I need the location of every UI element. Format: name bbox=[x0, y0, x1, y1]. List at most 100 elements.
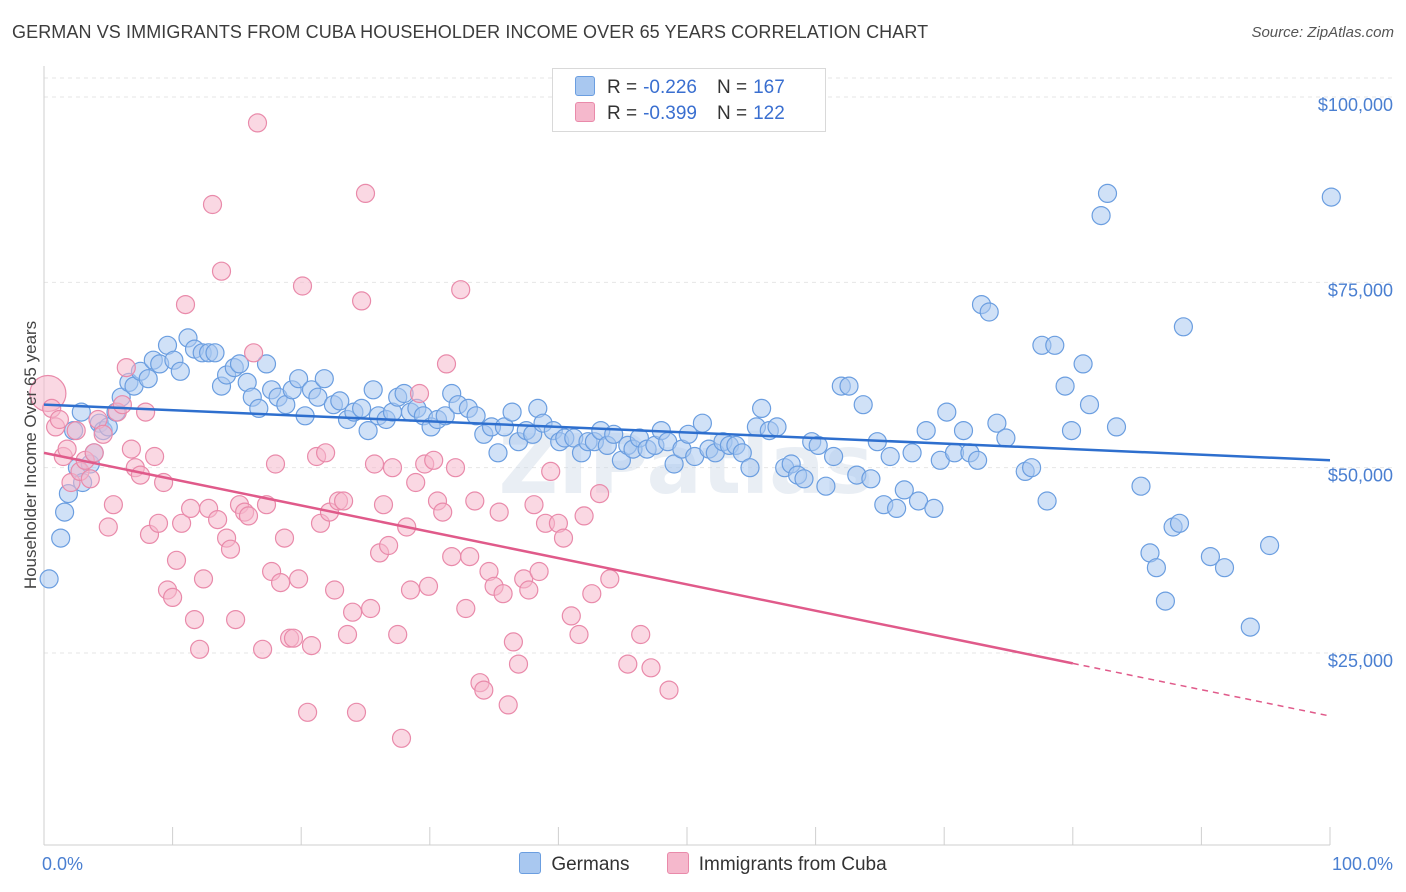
cuba-point bbox=[148, 513, 169, 533]
legend-n-label: N = bbox=[716, 103, 748, 124]
cuba-point bbox=[265, 454, 286, 474]
cuba-point bbox=[406, 472, 426, 493]
legend-r-value: -0.226 bbox=[643, 77, 697, 98]
y-tick-label: $25,000 bbox=[1328, 651, 1393, 671]
germans-point bbox=[1055, 376, 1075, 396]
cuba-point bbox=[433, 502, 453, 522]
germans-point bbox=[924, 498, 944, 518]
cuba-point bbox=[436, 354, 457, 374]
germans-point bbox=[308, 387, 328, 407]
cuba-point bbox=[193, 569, 214, 589]
cuba-point bbox=[355, 183, 376, 203]
germans-point bbox=[886, 498, 907, 518]
germans-point bbox=[330, 391, 350, 411]
germans-point bbox=[1131, 476, 1151, 496]
cuba-point bbox=[238, 506, 259, 526]
cuba-point bbox=[418, 576, 439, 596]
germans-swatch bbox=[575, 76, 595, 96]
cuba-point bbox=[175, 295, 196, 315]
cuba-point bbox=[659, 680, 679, 700]
cuba-point bbox=[508, 654, 529, 674]
cuba-trend-line bbox=[43, 451, 1074, 665]
cuba-point bbox=[409, 383, 430, 404]
legend-row-germans: R = -0.226 N = 167 bbox=[575, 76, 785, 102]
germans-point bbox=[902, 443, 922, 463]
cuba-point bbox=[49, 409, 70, 430]
cuba-point bbox=[283, 628, 304, 648]
cuba-point bbox=[325, 580, 345, 600]
germans-point bbox=[1214, 558, 1235, 578]
germans-point bbox=[1045, 335, 1065, 355]
germans-point bbox=[1021, 458, 1042, 478]
germans-point bbox=[1240, 617, 1260, 637]
germans-point bbox=[289, 369, 309, 389]
cuba-point bbox=[561, 606, 581, 626]
germans-point bbox=[1106, 417, 1127, 437]
cuba-point bbox=[379, 535, 399, 556]
germans-point bbox=[138, 369, 158, 389]
germans-point bbox=[908, 491, 929, 511]
cuba-point bbox=[445, 458, 466, 478]
cuba-point bbox=[641, 658, 661, 678]
cuba-point bbox=[289, 569, 309, 589]
germans-point bbox=[435, 406, 455, 426]
germans-point bbox=[229, 354, 250, 374]
germans-point bbox=[1173, 317, 1194, 337]
axes bbox=[43, 66, 1331, 846]
legend-r-value: -0.399 bbox=[643, 103, 697, 124]
cuba-point bbox=[503, 632, 524, 652]
cuba-point bbox=[181, 498, 201, 518]
cuba-point bbox=[382, 458, 403, 478]
germans-point bbox=[751, 398, 772, 418]
germans-point bbox=[1073, 354, 1093, 374]
cuba-point bbox=[529, 561, 549, 582]
cuba-point bbox=[493, 584, 513, 604]
x-tick-label: 100.0% bbox=[1332, 854, 1393, 874]
germans-point bbox=[256, 354, 277, 374]
cuba-point bbox=[553, 528, 574, 548]
germans-point bbox=[692, 413, 713, 433]
cuba-point bbox=[352, 291, 372, 311]
cuba-point bbox=[574, 506, 594, 526]
cuba-trend-extension bbox=[1072, 662, 1331, 717]
cuba-point bbox=[334, 491, 354, 511]
cuba-point bbox=[474, 680, 494, 700]
germans-point bbox=[1155, 591, 1176, 611]
germans-point bbox=[363, 380, 383, 400]
germans-point bbox=[1169, 513, 1190, 533]
cuba-point bbox=[346, 702, 367, 722]
cuba-point bbox=[172, 513, 192, 533]
cuba-point bbox=[361, 598, 381, 619]
germans-point bbox=[979, 302, 999, 322]
legend-r-label: R = bbox=[607, 77, 638, 98]
germans-point bbox=[664, 454, 684, 474]
cuba-point bbox=[121, 439, 141, 459]
germans-point bbox=[767, 417, 787, 437]
cuba-point bbox=[373, 495, 394, 515]
legend-n-value: 167 bbox=[753, 77, 785, 98]
germans-point bbox=[816, 476, 836, 496]
y-tick-label: $50,000 bbox=[1328, 466, 1393, 486]
germans-legend-label: Germans bbox=[551, 854, 630, 875]
cuba-point bbox=[184, 609, 205, 630]
cuba-point bbox=[424, 450, 444, 470]
cuba-point bbox=[211, 261, 232, 281]
legend-n-value: 122 bbox=[753, 103, 785, 124]
cuba-point bbox=[489, 502, 509, 522]
legend-row-cuba: R = -0.399 N = 122 bbox=[575, 102, 785, 128]
cuba-point bbox=[541, 461, 561, 481]
cuba-point bbox=[442, 546, 462, 567]
germans-point bbox=[967, 450, 988, 470]
germans-point bbox=[1061, 421, 1082, 441]
germans-point bbox=[51, 528, 71, 548]
germans-point bbox=[314, 369, 334, 389]
cuba-point bbox=[202, 194, 223, 215]
cuba-point bbox=[271, 572, 291, 593]
cuba-point bbox=[600, 569, 620, 589]
chart-title: GERMAN VS IMMIGRANTS FROM CUBA HOUSEHOLD… bbox=[12, 22, 929, 42]
cuba-point bbox=[298, 702, 318, 722]
germans-point bbox=[916, 421, 936, 441]
cuba-point bbox=[93, 424, 113, 444]
germans-point bbox=[861, 469, 881, 489]
